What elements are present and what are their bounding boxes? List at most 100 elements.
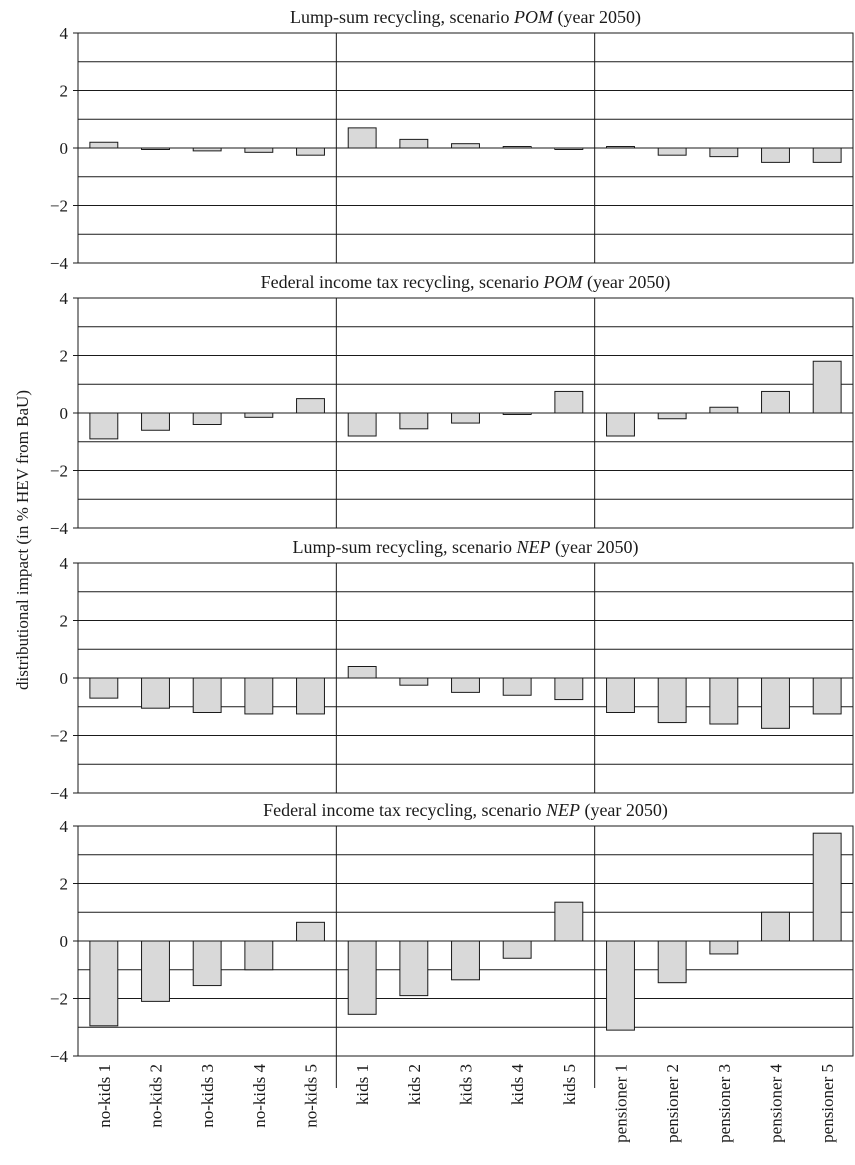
chart-panel-1: Lump-sum recycling, scenario POM (year 2… <box>50 7 854 273</box>
bar-pensioner-4 <box>761 147 790 163</box>
bar-kids-3 <box>451 143 480 149</box>
panel-title-scenario: NEP <box>515 537 550 557</box>
category-label: no-kids 5 <box>302 1064 321 1128</box>
bar-pensioner-3 <box>709 940 739 955</box>
bar-no-kids-4 <box>244 940 274 971</box>
bar-no-kids-2 <box>141 147 170 150</box>
bar-pensioner-2 <box>657 147 687 156</box>
bar-no-kids-5 <box>296 677 325 715</box>
category-label: pensioner 5 <box>818 1064 837 1143</box>
category-axis: no-kids 1 no-kids 2 no-kids 3 no-kids 4 no-k… <box>95 1056 837 1143</box>
category-label: kids 4 <box>508 1064 527 1106</box>
bar-kids-4 <box>502 412 532 415</box>
category-label: no-kids 4 <box>250 1064 269 1128</box>
bar-no-kids-2 <box>141 677 170 709</box>
panel-title-scenario: POM <box>542 272 583 292</box>
category-label: pensioner 3 <box>715 1064 734 1143</box>
bar-kids-1 <box>347 940 377 1015</box>
bar-pensioner-4 <box>761 677 790 729</box>
bar-no-kids-1 <box>89 677 119 699</box>
chart-panel-4: Federal income tax recycling, scenario N… <box>50 800 854 1066</box>
bar-kids-2 <box>399 940 429 997</box>
y-tick-label: −4 <box>50 254 69 273</box>
bar-kids-1 <box>347 666 377 679</box>
bar-pensioner-2 <box>657 412 687 420</box>
bar-pensioner-1 <box>606 940 635 1031</box>
panel-title-text: Federal income tax recycling, scenario <box>261 272 544 292</box>
bar-pensioner-3 <box>709 677 739 725</box>
y-tick-label: −2 <box>50 462 68 481</box>
y-tick-label: −2 <box>50 197 68 216</box>
panel-title-year: (year 2050) <box>553 7 641 28</box>
y-tick-label: 4 <box>60 817 69 836</box>
y-tick-label: −4 <box>50 1047 69 1066</box>
y-tick-label: 0 <box>60 669 69 688</box>
y-tick-label: 0 <box>60 932 69 951</box>
panel-title: Lump-sum recycling, scenario POM (year 2… <box>290 7 641 28</box>
bar-no-kids-1 <box>89 141 119 149</box>
bar-no-kids-4 <box>244 147 274 153</box>
y-tick-label: −4 <box>50 784 69 803</box>
bar-kids-5 <box>554 390 584 414</box>
category-label: no-kids 1 <box>95 1064 114 1128</box>
bar-kids-3 <box>451 677 480 693</box>
bar-no-kids-5 <box>296 398 325 414</box>
bar-pensioner-4 <box>761 390 790 414</box>
bar-pensioner-1 <box>606 146 635 149</box>
panel-title: Federal income tax recycling, scenario P… <box>261 272 671 293</box>
bar-no-kids-3 <box>192 412 222 425</box>
bar-kids-5 <box>554 677 584 701</box>
bar-kids-2 <box>399 677 429 686</box>
panel-title-year: (year 2050) <box>550 537 638 558</box>
chart-panel-2: Federal income tax recycling, scenario P… <box>50 272 854 538</box>
bar-kids-5 <box>554 901 584 942</box>
y-tick-label: 4 <box>60 289 69 308</box>
bar-kids-1 <box>347 127 377 149</box>
bar-pensioner-4 <box>761 911 790 942</box>
bar-kids-2 <box>399 412 429 430</box>
bar-kids-4 <box>502 677 532 696</box>
bar-no-kids-4 <box>244 412 274 418</box>
y-tick-label: 0 <box>60 139 69 158</box>
category-label: pensioner 4 <box>767 1064 786 1143</box>
bar-pensioner-2 <box>657 940 687 984</box>
bar-no-kids-5 <box>296 921 325 942</box>
y-tick-label: 2 <box>60 347 69 366</box>
bar-pensioner-5 <box>812 832 842 942</box>
category-label: kids 5 <box>560 1064 579 1105</box>
bar-pensioner-5 <box>812 677 842 715</box>
chart-panel-3: Lump-sum recycling, scenario NEP (year 2… <box>50 537 854 803</box>
bar-no-kids-1 <box>89 940 119 1027</box>
category-label: no-kids 2 <box>147 1064 166 1128</box>
bar-no-kids-2 <box>141 412 170 431</box>
panel-title: Lump-sum recycling, scenario NEP (year 2… <box>293 537 639 558</box>
category-label: kids 1 <box>353 1064 372 1105</box>
y-tick-label: 4 <box>60 554 69 573</box>
category-label: kids 3 <box>457 1064 476 1105</box>
bar-no-kids-4 <box>244 677 274 715</box>
bar-kids-2 <box>399 138 429 149</box>
panel-title: Federal income tax recycling, scenario N… <box>263 800 668 821</box>
bar-pensioner-2 <box>657 677 687 724</box>
panel-title-text: Lump-sum recycling, scenario <box>293 537 517 557</box>
bar-kids-4 <box>502 146 532 149</box>
bar-no-kids-3 <box>192 940 222 987</box>
bar-kids-3 <box>451 412 480 424</box>
bar-no-kids-2 <box>141 940 170 1002</box>
y-tick-label: 2 <box>60 875 69 894</box>
y-axis-label: distributional impact (in % HEV from BaU… <box>13 390 32 690</box>
category-label: kids 2 <box>405 1064 424 1105</box>
y-tick-label: 4 <box>60 24 69 43</box>
y-tick-label: −2 <box>50 727 68 746</box>
bar-pensioner-1 <box>606 677 635 713</box>
panel-title-scenario: POM <box>513 7 554 27</box>
y-tick-label: −4 <box>50 519 69 538</box>
panel-title-year: (year 2050) <box>580 800 668 821</box>
category-label: pensioner 2 <box>663 1064 682 1143</box>
panel-title-text: Federal income tax recycling, scenario <box>263 800 546 820</box>
bar-kids-4 <box>502 940 532 959</box>
bar-pensioner-5 <box>812 360 842 414</box>
category-label: pensioner 1 <box>612 1064 631 1143</box>
bar-no-kids-5 <box>296 147 325 156</box>
